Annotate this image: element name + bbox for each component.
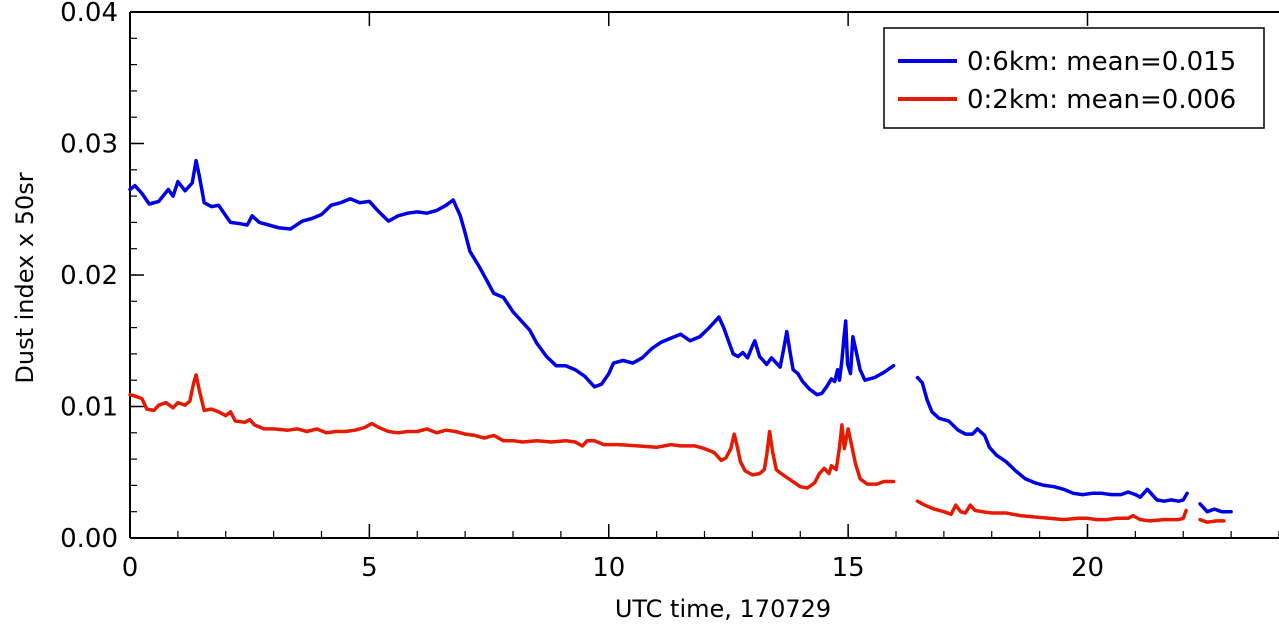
x-tick-label: 20 bbox=[1071, 553, 1104, 583]
y-tick-label: 0.01 bbox=[60, 393, 118, 423]
legend-box bbox=[883, 27, 1265, 129]
series-line-2 bbox=[915, 499, 1188, 523]
axis-layer: 0.00 0.01 0.02 0.03 0.04 0 5 10 15 20 bbox=[60, 0, 1279, 583]
x-axis-label: UTC time, 170729 bbox=[615, 595, 831, 623]
series-line-1 bbox=[128, 158, 896, 397]
x-tick-label: 0 bbox=[122, 553, 139, 583]
legend: 0:6km: mean=0.015 0:2km: mean=0.006 bbox=[883, 27, 1265, 129]
x-tick-label: 5 bbox=[361, 553, 378, 583]
series-layer bbox=[128, 158, 1233, 524]
y-tick-label: 0.02 bbox=[60, 261, 118, 291]
y-tick-label: 0.00 bbox=[60, 524, 118, 554]
series-line-1 bbox=[915, 375, 1189, 503]
y-axis-label: Dust index x 50sr bbox=[11, 172, 39, 383]
y-tick-label: 0.04 bbox=[60, 0, 118, 28]
series-line-2 bbox=[128, 373, 896, 490]
legend-label-1: 0:6km: mean=0.015 bbox=[967, 47, 1236, 77]
x-tick-label: 10 bbox=[592, 553, 625, 583]
x-tick-label: 15 bbox=[832, 553, 865, 583]
legend-label-2: 0:2km: mean=0.006 bbox=[967, 85, 1236, 115]
y-tick-label: 0.03 bbox=[60, 130, 118, 160]
series-line-1 bbox=[1198, 502, 1233, 514]
series-line-2 bbox=[1198, 517, 1226, 524]
